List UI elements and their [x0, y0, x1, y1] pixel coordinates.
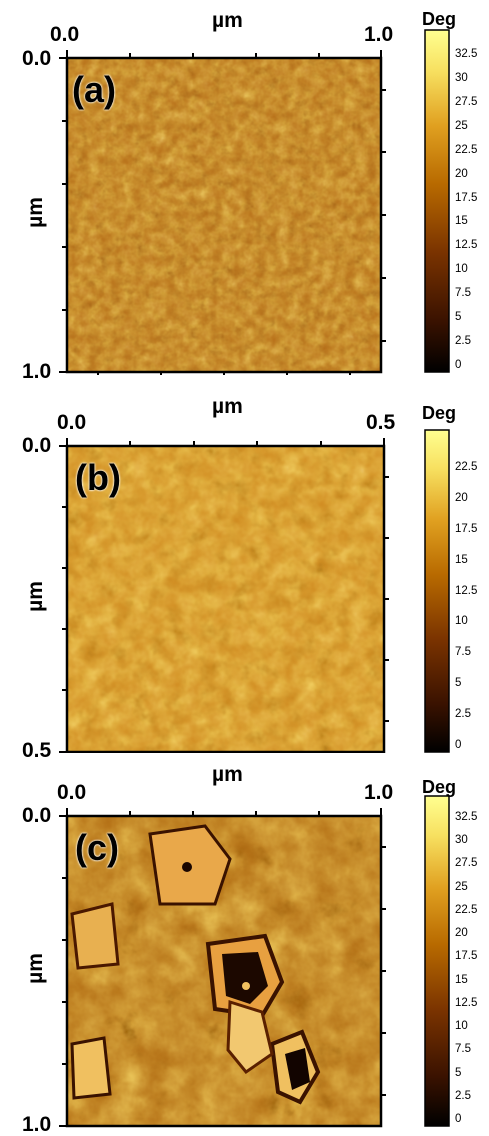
x-axis-unit-b: µm: [212, 395, 243, 418]
colorbar-a: [424, 29, 450, 373]
x-axis-unit-a: µm: [212, 9, 243, 32]
colorbar-tick-label: 20: [455, 927, 468, 940]
colorbar-tick-label: 12.5: [455, 584, 478, 597]
y-min-label-c: 0.0: [22, 804, 52, 827]
axis-ticks-b: [59, 438, 389, 753]
colorbar-tick-label: 7.5: [455, 646, 471, 659]
colorbar-tick-label: 17.5: [455, 950, 478, 963]
colorbar-tick-label: 2.5: [455, 708, 471, 721]
colorbar-tick-label: 5: [455, 677, 462, 690]
panel-c-graphics: [59, 795, 450, 1128]
colorbar-tick-label: 12.5: [455, 996, 478, 1009]
colorbar-tick-label: 30: [455, 71, 468, 84]
colorbar-tick-label: 32.5: [455, 48, 478, 60]
colorbar-c: [424, 795, 450, 1127]
colorbar-tick-label: 22.5: [455, 143, 478, 156]
axis-ticks-c: [59, 808, 386, 1127]
colorbar-tick-label: 10: [455, 1020, 468, 1033]
afm-panel-c: (c) µm 0.0 1.0 0.0 1.0 µm Deg 32.5 30 27.5…: [0, 754, 489, 1135]
x-max-label-c: 1.0: [364, 781, 394, 804]
panel-b-graphics: [59, 429, 450, 753]
y-max-label-b: 0.5: [22, 739, 52, 762]
y-axis-unit-c: µm: [23, 953, 47, 984]
y-max-label-a: 1.0: [22, 360, 52, 383]
x-axis-unit-c: µm: [212, 763, 243, 786]
colorbar-tick-label: 2.5: [455, 335, 471, 348]
colorbar-tick-label: 27.5: [455, 95, 478, 108]
y-min-label-a: 0.0: [22, 47, 52, 70]
colorbar-tick-label: 7.5: [455, 287, 471, 300]
colorbar-tick-label: 15: [455, 553, 468, 566]
colorbar-tick-label: 32.5: [455, 811, 478, 823]
colorbar-tick-label: 15: [455, 973, 468, 986]
x-min-label-c: 0.0: [57, 781, 87, 804]
colorbar-tick-label: 7.5: [455, 1043, 471, 1056]
panel-label-a: (a): [72, 69, 116, 110]
colorbar-tick-label: 10: [455, 263, 468, 276]
colorbar-tick-label: 30: [455, 834, 468, 847]
colorbar-tick-label: 17.5: [455, 191, 478, 204]
colorbar-tick-label: 0: [455, 1113, 462, 1125]
y-axis-unit-b: µm: [23, 581, 47, 612]
colorbar-tick-label: 5: [455, 311, 462, 324]
colorbar-tick-label: 27.5: [455, 857, 478, 870]
y-axis-unit-a: µm: [23, 197, 47, 228]
x-max-label-a: 1.0: [364, 23, 394, 46]
colorbar-title-a: Deg: [422, 9, 457, 29]
panel-a-graphics: [59, 29, 450, 375]
colorbar-title-b: Deg: [422, 403, 457, 423]
colorbar-tick-label: 10: [455, 615, 468, 628]
large-grains-c: [70, 824, 321, 1105]
x-min-label-b: 0.0: [57, 411, 87, 434]
colorbar-tick-label: 20: [455, 491, 468, 504]
panel-label-c: (c): [75, 827, 119, 868]
colorbar-tick-label: 12.5: [455, 239, 478, 252]
colorbar-b: [424, 429, 450, 753]
afm-panel-b: (b) µm 0.0 0.5 0.0 0.5 µm Deg 22.5 20 17.5…: [0, 378, 489, 761]
x-max-label-b: 0.5: [366, 411, 396, 434]
colorbar-tick-label: 22.5: [455, 461, 478, 473]
colorbar-tick-label: 5: [455, 1066, 462, 1079]
x-min-label-a: 0.0: [50, 23, 80, 46]
colorbar-tick-label: 2.5: [455, 1089, 471, 1102]
colorbar-tick-label: 20: [455, 167, 468, 180]
colorbar-tick-label: 15: [455, 215, 468, 228]
colorbar-tick-label: 22.5: [455, 903, 478, 916]
afm-panel-a: (a) µm 0.0 1.0 0.0 1.0 µm Deg 32.5 30 27.5…: [0, 0, 489, 382]
colorbar-tick-label: 25: [455, 880, 468, 893]
panel-label-b: (b): [75, 457, 121, 498]
colorbar-tick-label: 0: [455, 739, 462, 751]
colorbar-title-c: Deg: [422, 777, 457, 797]
colorbar-tick-label: 17.5: [455, 522, 478, 535]
y-max-label-c: 1.0: [22, 1113, 52, 1136]
axis-ticks-a: [59, 50, 386, 375]
colorbar-tick-label: 25: [455, 119, 468, 132]
y-min-label-b: 0.0: [22, 434, 52, 457]
colorbar-tick-label: 0: [455, 359, 462, 371]
